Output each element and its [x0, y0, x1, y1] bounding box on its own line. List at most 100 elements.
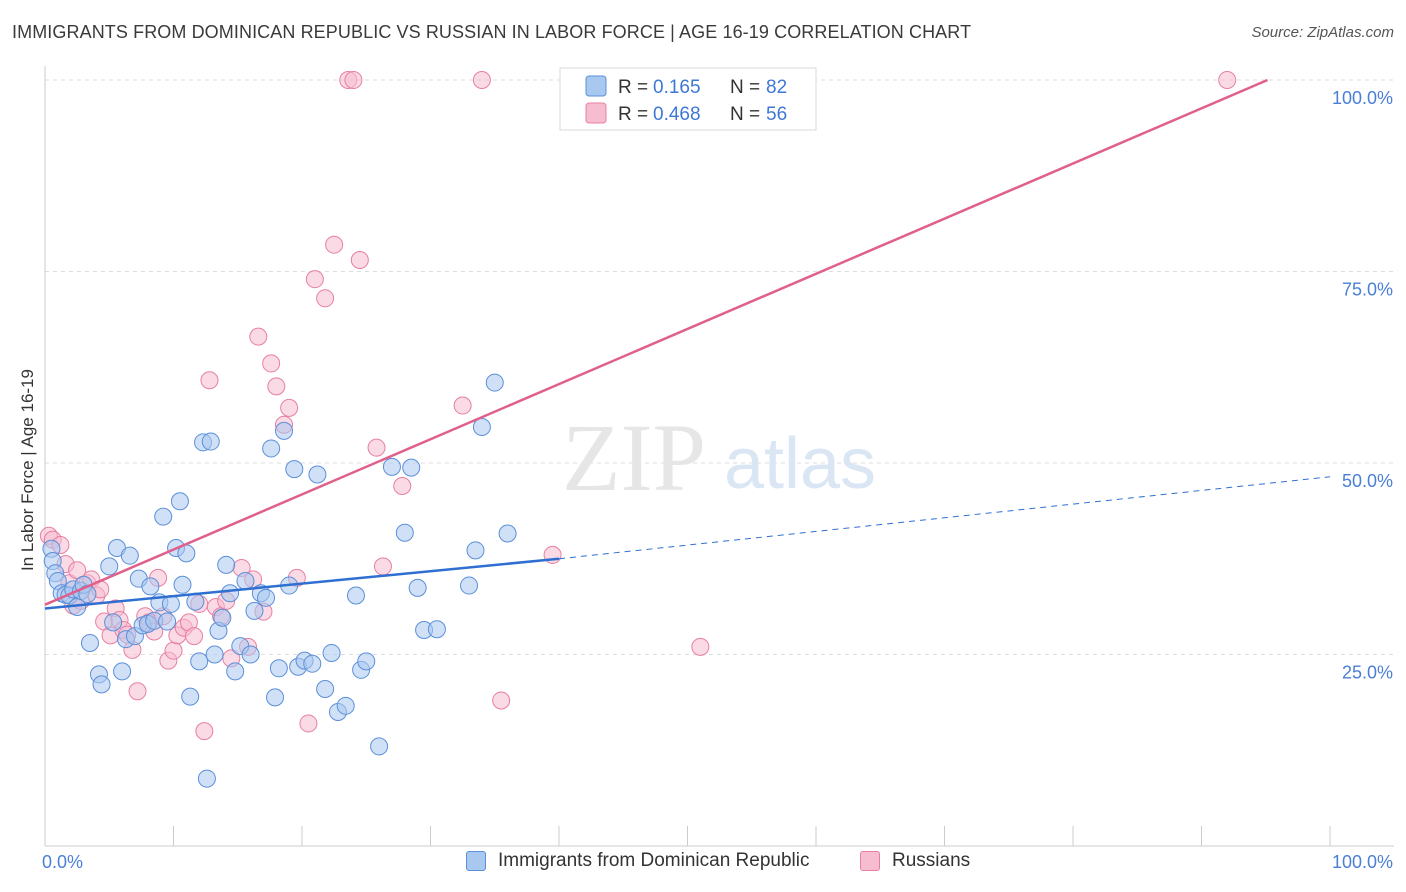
point-russians: [367, 438, 386, 457]
point-dominican: [402, 458, 421, 477]
point-dominican: [322, 643, 341, 662]
chart-title: IMMIGRANTS FROM DOMINICAN REPUBLIC VS RU…: [12, 22, 972, 42]
legend-label-russians: Russians: [892, 850, 971, 871]
point-russians: [344, 71, 363, 89]
series-legend: Immigrants from Dominican Republic Russi…: [0, 850, 1406, 880]
point-dominican: [190, 652, 209, 671]
y-tick-label: 50.0%: [1342, 471, 1393, 491]
point-russians: [195, 722, 214, 741]
point-dominican: [100, 557, 119, 576]
legend-r-label-1: R =: [618, 77, 648, 98]
point-dominican: [213, 608, 232, 627]
point-dominican: [201, 432, 220, 451]
point-russians: [262, 354, 281, 373]
point-russians: [472, 71, 491, 89]
point-dominican: [408, 578, 427, 597]
point-russians: [200, 371, 219, 390]
legend-item-dominican[interactable]: Immigrants from Dominican Republic: [466, 850, 810, 872]
point-russians: [350, 251, 369, 270]
legend-n-value-2: 56: [766, 104, 787, 125]
trend-lines: [44, 78, 1331, 610]
point-dominican: [498, 524, 517, 543]
point-russians: [316, 289, 335, 308]
point-dominican: [382, 457, 401, 476]
point-dominican: [262, 439, 281, 458]
watermark-atlas: atlas: [724, 424, 876, 504]
point-dominican: [370, 737, 389, 756]
point-dominican: [336, 696, 355, 715]
point-russians: [280, 398, 299, 417]
point-dominican: [316, 679, 335, 698]
point-dominican: [181, 687, 200, 706]
point-dominican: [266, 688, 285, 707]
point-russians: [1218, 71, 1237, 89]
point-dominican: [173, 575, 192, 594]
point-dominican: [205, 645, 224, 664]
x-tick-label-max: 100.0%: [1331, 852, 1393, 872]
legend-swatch-blue: [585, 75, 607, 97]
point-russians: [691, 637, 710, 656]
point-russians: [373, 557, 392, 576]
y-tick-labels: 25.0% 50.0% 75.0% 100.0%: [1332, 88, 1393, 683]
source-credit: Source: ZipAtlas.com: [1251, 24, 1394, 41]
point-russians: [305, 270, 324, 289]
axes: [44, 66, 1394, 847]
point-russians: [325, 235, 344, 254]
point-russians: [393, 476, 412, 495]
legend-r-value-2: 0.468: [653, 104, 701, 125]
legend-r-value-1: 0.165: [653, 77, 701, 98]
legend-item-russians[interactable]: Russians: [860, 850, 970, 872]
point-dominican: [154, 507, 173, 526]
point-dominican: [120, 546, 139, 565]
point-dominican: [113, 662, 132, 681]
point-dominican: [217, 555, 236, 574]
trend-line-russians: [44, 78, 1269, 606]
legend-n-value-1: 82: [766, 77, 787, 98]
point-dominican: [241, 645, 260, 664]
point-dominican: [226, 662, 245, 681]
stats-legend: R = 0.165 N = 82 R = 0.468 N = 56: [559, 67, 817, 131]
legend-n-label-2: N =: [730, 104, 760, 125]
point-dominican: [303, 654, 322, 673]
point-dominican: [427, 620, 446, 639]
y-tick-label: 100.0%: [1332, 88, 1393, 108]
point-dominican: [308, 465, 327, 484]
y-tick-label: 25.0%: [1342, 663, 1393, 683]
y-axis-label: In Labor Force | Age 16-19: [18, 369, 37, 571]
legend-swatch-pink: [585, 102, 607, 124]
point-dominican: [269, 659, 288, 678]
point-russians: [453, 396, 472, 415]
watermark-zip: ZIP: [562, 404, 706, 511]
trend-line-dominican: [44, 557, 560, 610]
point-russians: [267, 377, 286, 396]
point-dominican: [141, 577, 160, 596]
legend-n-label-1: N =: [730, 77, 760, 98]
legend-swatch-dominican: [466, 851, 486, 871]
point-dominican: [170, 492, 189, 511]
legend-r-label-2: R =: [618, 104, 648, 125]
point-dominican: [460, 576, 479, 595]
point-dominican: [236, 571, 255, 590]
point-russians: [492, 691, 511, 710]
point-russians: [128, 682, 147, 701]
trend-line-dominican-extrapolated: [558, 476, 1331, 560]
point-russians: [164, 641, 183, 660]
point-dominican: [197, 769, 216, 788]
point-dominican: [285, 460, 304, 479]
point-russians: [185, 627, 204, 646]
point-dominican: [158, 612, 177, 631]
point-dominican: [221, 584, 240, 603]
point-dominican: [92, 675, 111, 694]
point-dominican: [245, 601, 264, 620]
legend-label-dominican: Immigrants from Dominican Republic: [498, 850, 810, 871]
series-dominican-republic: [42, 373, 517, 788]
point-dominican: [80, 634, 99, 653]
point-dominican: [395, 523, 414, 542]
point-russians: [299, 714, 318, 733]
point-dominican: [257, 588, 276, 607]
point-dominican: [275, 421, 294, 440]
point-dominican: [357, 652, 376, 671]
point-dominican: [104, 613, 123, 632]
point-dominican: [466, 541, 485, 560]
